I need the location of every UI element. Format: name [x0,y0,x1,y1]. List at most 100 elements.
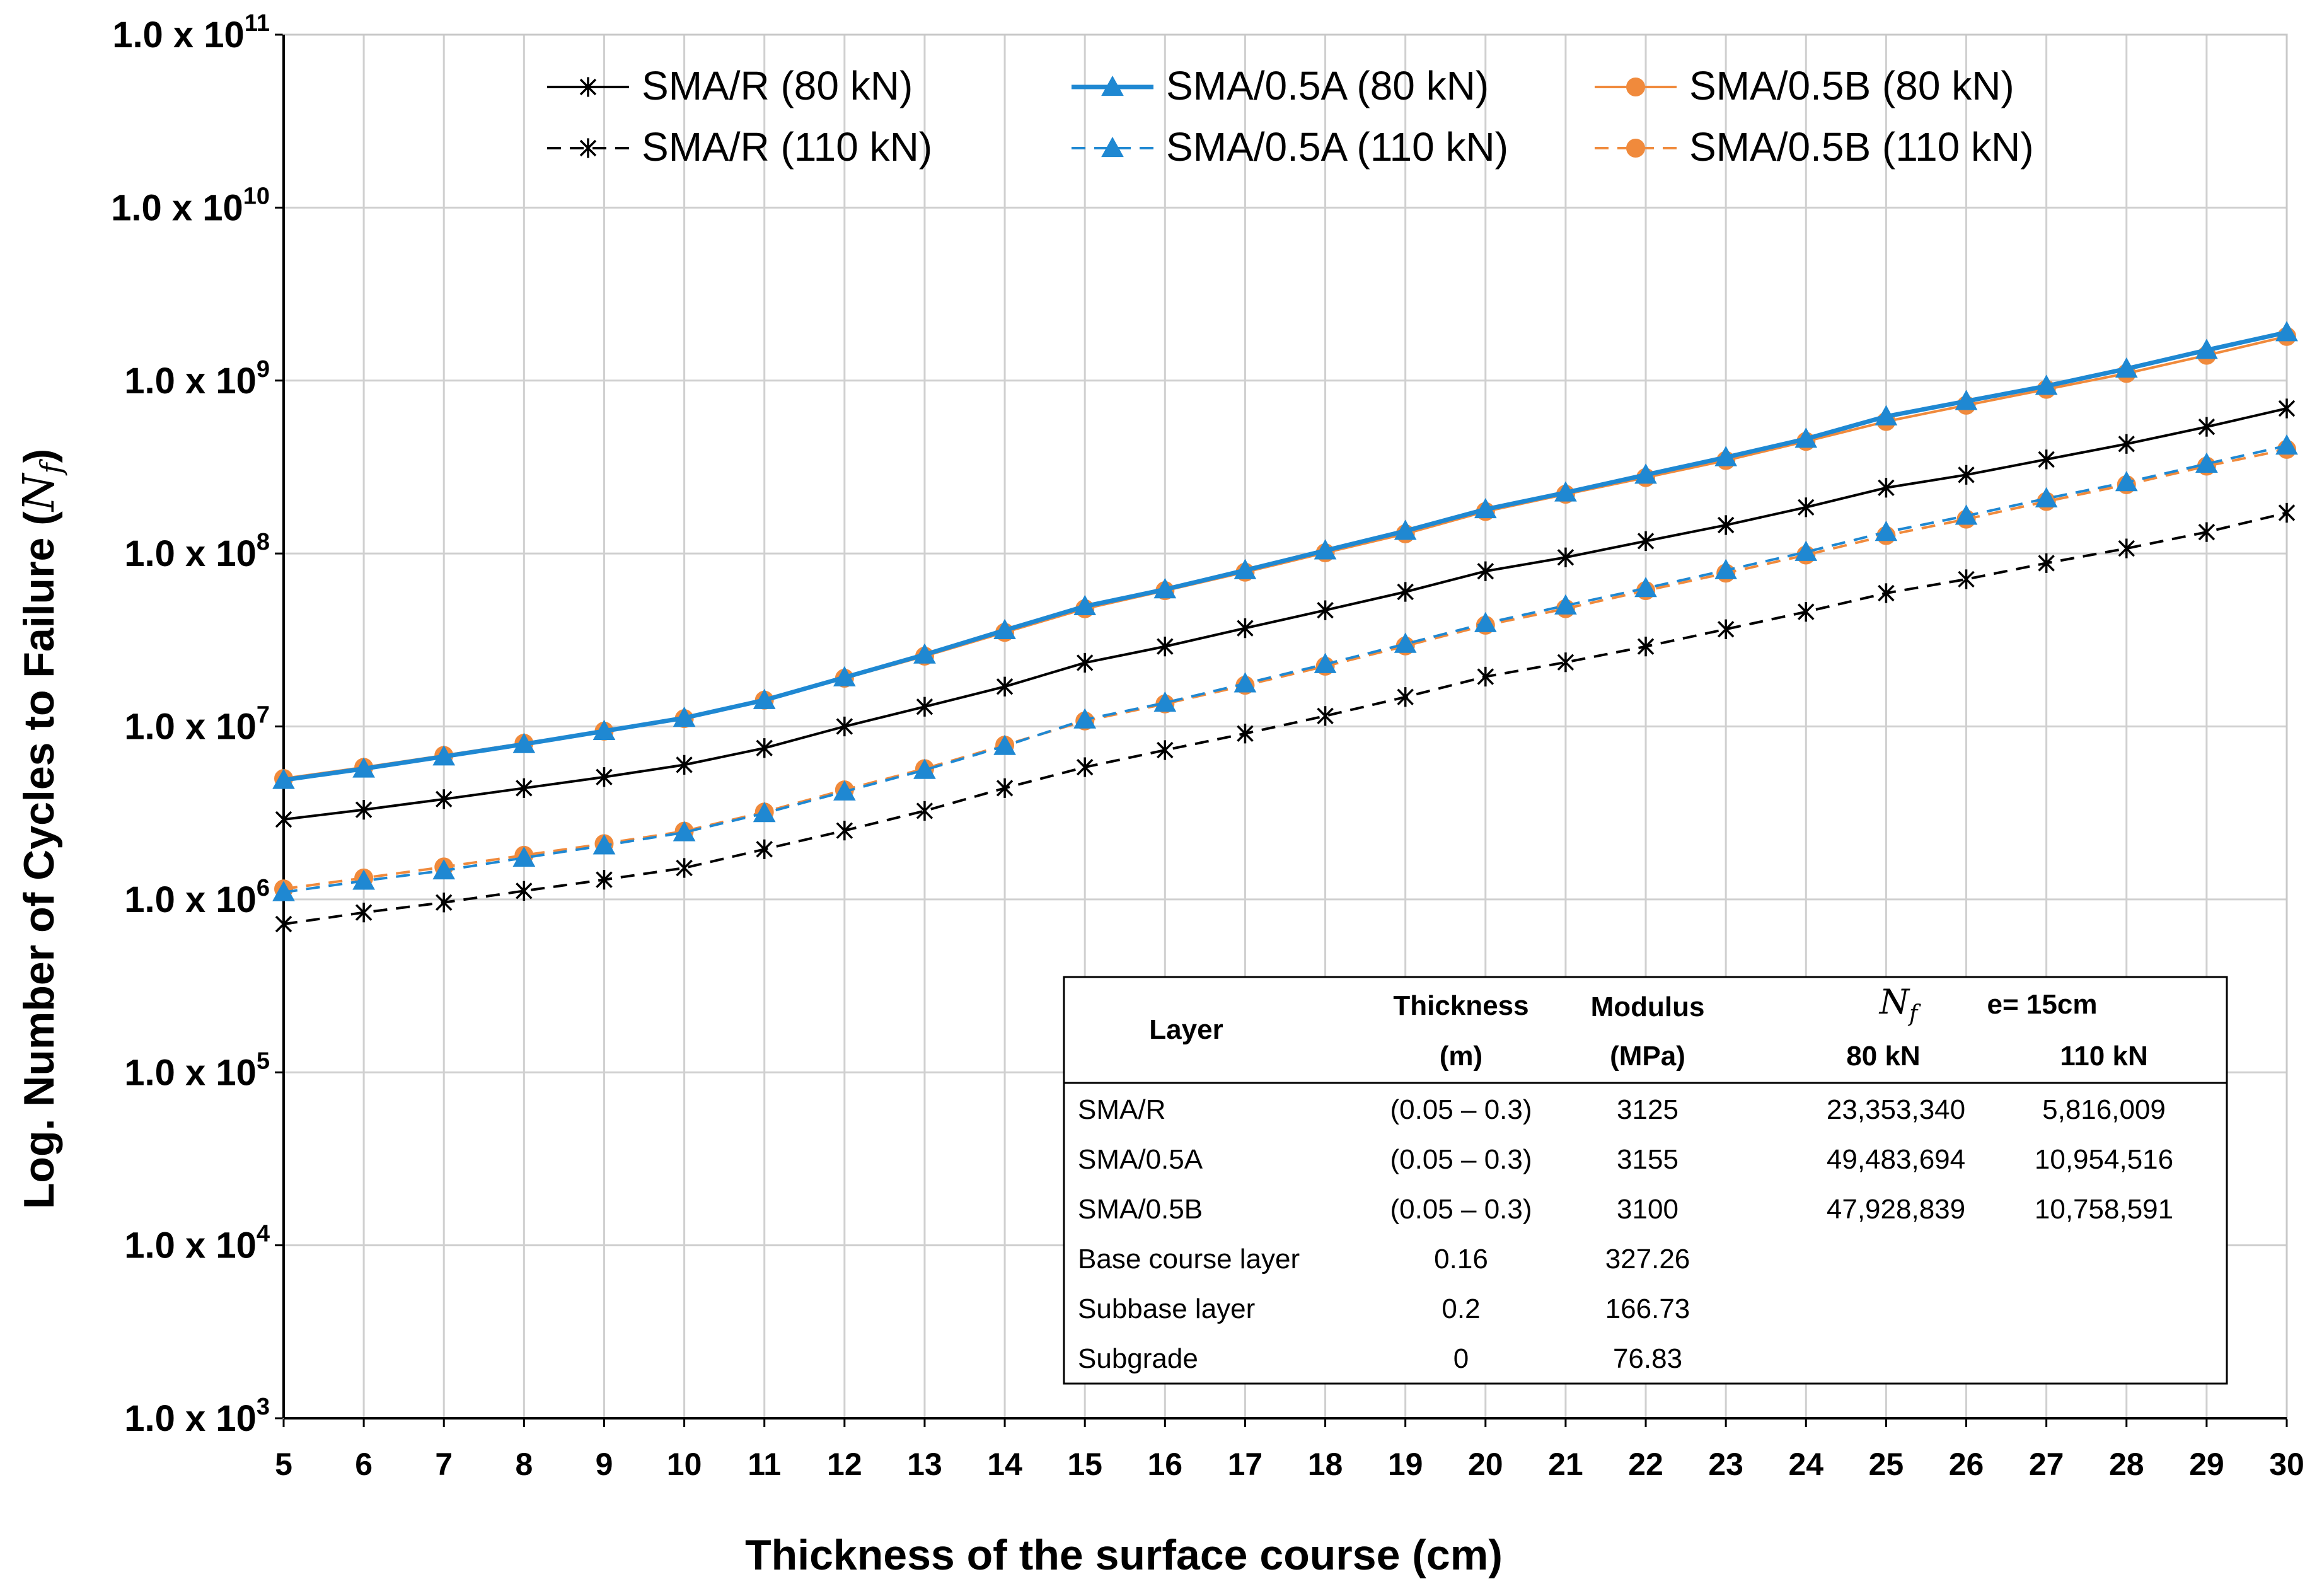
table-row: Base course layer 0.16 327.26 [1078,1244,1690,1275]
data-point [1073,594,1097,616]
data-point [1394,519,1417,540]
series-line [283,407,2287,821]
data-point [432,745,456,766]
data-point [2275,321,2298,342]
data-point [436,789,453,809]
data-point [993,734,1016,755]
data-point [756,839,773,859]
x-tick-label: 15 [1067,1447,1102,1482]
data-point [1798,602,1815,622]
data-point [1634,577,1657,598]
data-point [1234,558,1257,579]
data-point [673,706,696,727]
legend-label: SMA/0.5A (110 kN) [1166,124,1508,170]
table-row: SMA/0.5A (0.05 – 0.3) 3155 49,483,694 10,954… [1078,1144,2173,1175]
data-point [753,688,776,709]
data-point [352,757,375,778]
series-sma-r-110-kn [275,502,2296,934]
data-point [1955,390,1978,410]
data-point [1076,652,1094,673]
data-point [1637,637,1655,657]
x-tick-label: 14 [987,1447,1022,1482]
cell-thickness: (0.05 – 0.3) [1390,1194,1532,1225]
data-point [2115,471,2138,492]
x-axis-title: Thickness of the surface course (cm) [745,1531,1503,1579]
data-point [355,903,373,923]
cell-modulus: 76.83 [1613,1343,1682,1374]
x-tick-label: 16 [1148,1447,1183,1482]
table-rows: SMA/R (0.05 – 0.3) 3125 23,353,340 5,816,009… [1078,1094,2173,1374]
legend-label: SMA/0.5B (110 kN) [1689,124,2034,170]
data-point [916,697,933,717]
table-header-layer: Layer [1149,1014,1223,1045]
data-point [1554,481,1577,502]
data-point [596,767,613,787]
data-point [676,755,693,775]
x-tick-label: 28 [2109,1447,2144,1482]
data-point [2275,434,2298,455]
series-line [283,448,2287,891]
data-point [1317,600,1334,620]
data-point [1714,558,1738,579]
data-point [1153,578,1177,599]
legend-item: SMA/R (110 kN) [547,124,932,170]
x-tick-label: 25 [1869,1447,1904,1482]
legend-label: SMA/R (80 kN) [642,63,913,108]
series-line [283,335,2287,780]
axes: 5 6 7 8 9 10 11 12 13 14 15 16 17 18 19 20 21 22 23 24 25 26 2… [111,10,2304,1482]
y-tick-label: 1.0 x 104 [124,1221,270,1266]
data-point [673,821,696,841]
legend-label: SMA/0.5B (80 kN) [1689,63,2014,108]
cell-modulus: 3125 [1617,1094,1679,1125]
data-point [756,738,773,758]
y-tick-label: 1.0 x 107 [124,702,270,748]
cell-modulus: 327.26 [1605,1244,1690,1275]
data-point [1875,405,1898,425]
data-point [996,676,1014,697]
data-point [913,643,936,664]
data-point [275,914,292,934]
cell-layer: SMA/0.5A [1078,1144,1203,1175]
legend-item: SMA/R (80 kN) [547,63,913,108]
cell-layer: Subbase layer [1078,1293,1255,1324]
data-point [592,834,616,855]
data-point [1237,724,1254,744]
data-point [1634,463,1657,484]
cell-thickness: (0.05 – 0.3) [1390,1094,1532,1125]
legend-label: SMA/0.5A (80 kN) [1166,63,1489,108]
data-point [272,768,295,789]
cell-layer: Subgrade [1078,1343,1198,1374]
y-tick-label: 1.0 x 1011 [112,10,270,55]
data-point [1237,618,1254,639]
data-point [1794,427,1818,448]
table-row: SMA/0.5B (0.05 – 0.3) 3100 47,928,839 10,758… [1078,1194,2173,1225]
data-point [352,869,375,890]
data-point [1554,594,1577,615]
data-point [2198,522,2216,542]
cell-nf-110kn: 5,816,009 [2042,1094,2166,1125]
legend-swatch-marker [1101,136,1124,158]
cell-modulus: 3155 [1617,1144,1679,1175]
x-tick-label: 6 [355,1447,373,1482]
x-tick-label: 12 [827,1447,862,1482]
data-point [836,716,853,737]
x-tick-label: 22 [1628,1447,1663,1482]
data-point [1397,582,1414,602]
data-point [1878,583,1895,603]
x-tick-label: 9 [596,1447,613,1482]
data-point [753,802,776,823]
data-point [1958,465,1975,485]
data-point [916,801,933,821]
data-point [596,870,613,890]
data-point [676,858,693,878]
table-header-thickness-unit: (m) [1440,1041,1482,1072]
y-tick-label: 1.0 x 1010 [111,183,270,228]
y-tick-label: 1.0 x 105 [124,1048,270,1093]
data-point [1073,708,1097,729]
data-point [2198,417,2216,437]
cell-nf-80kn: 23,353,340 [1827,1094,1965,1125]
cell-nf-80kn: 47,928,839 [1827,1194,1965,1225]
data-point [2118,538,2135,558]
data-point [272,881,295,901]
x-tick-label: 27 [2029,1447,2064,1482]
